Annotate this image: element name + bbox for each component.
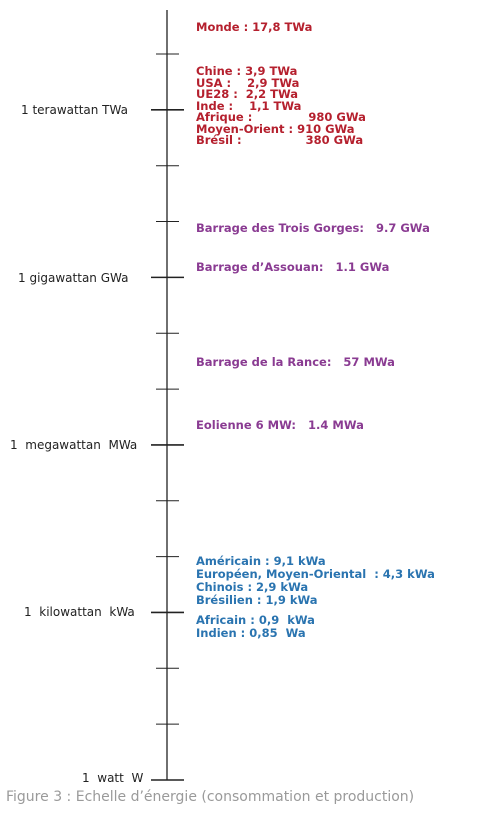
scale-label-megawatt: 1 megawattan MWa (10, 438, 138, 452)
axis-ticks (151, 53, 184, 781)
region-consumption-china: Chine : 3,9 TWa (196, 64, 298, 78)
production-three-gorges-dam: Barrage des Trois Gorges: 9.7 GWa (196, 221, 430, 235)
per-capita-chinese: Chinois : 2,9 kWa (196, 580, 309, 594)
region-consumption-india: Inde : 1,1 TWa (196, 98, 302, 113)
region-consumption-africa: Afrique : 980 GWa (196, 110, 366, 124)
per-capita-american: Américain : 9,1 kWa (196, 554, 326, 568)
region-consumption-middle-east: Moyen-Orient : 910 GWa (196, 121, 355, 136)
per-capita-european-middle-east: Européen, Moyen-Oriental : 4,3 kWa (196, 567, 435, 581)
region-consumption-brazil: Brésil : 380 GWa (196, 133, 364, 147)
per-capita-african: Africain : 0,9 kWa (196, 613, 315, 627)
world-consumption-label: Monde : 17,8 TWa (196, 20, 313, 34)
production-aswan-dam: Barrage d’Assouan: 1.1 GWa (196, 260, 390, 274)
scale-label-gigawatt: 1 gigawattan GWa (18, 271, 129, 285)
region-consumption-eu28: UE28 : 2,2 TWa (196, 87, 299, 101)
scale-label-watt: 1 watt W (82, 771, 144, 785)
region-consumption-usa: USA : 2,9 TWa (196, 75, 300, 90)
scale-label-terawatt: 1 terawattan TWa (21, 103, 128, 117)
per-capita-indian: Indien : 0,85 Wa (196, 626, 306, 640)
production-wind-turbine: Eolienne 6 MW: 1.4 MWa (196, 418, 364, 432)
per-capita-brazilian: Brésilien : 1,9 kWa (196, 593, 318, 607)
figure-caption: Figure 3 : Echelle d’énergie (consommati… (6, 789, 415, 805)
scale-label-kilowatt: 1 kilowattan kWa (24, 605, 135, 619)
production-rance-dam: Barrage de la Rance: 57 MWa (196, 355, 395, 369)
